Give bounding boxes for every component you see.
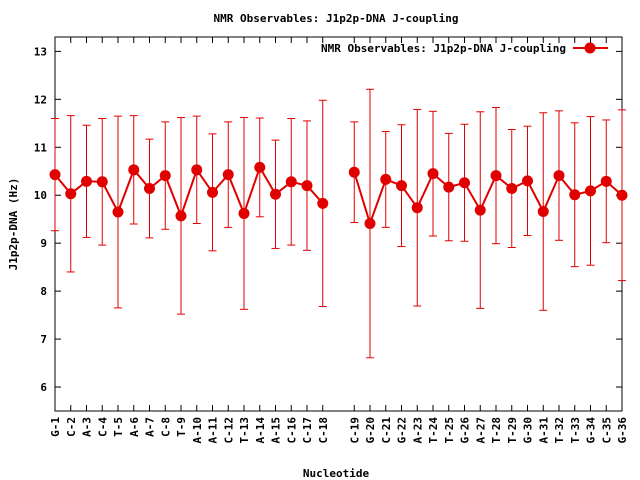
x-tick-label: T-13 (238, 417, 251, 444)
x-tick-label: T-32 (553, 417, 566, 444)
data-point (616, 189, 628, 201)
legend-label: NMR Observables: J1p2p-DNA J-coupling (321, 42, 566, 55)
x-tick-label: C-35 (600, 417, 613, 444)
x-tick-label: C-4 (96, 417, 109, 437)
y-tick-label: 7 (40, 333, 47, 346)
y-tick-label: 9 (40, 237, 47, 250)
x-tick-label: T-29 (506, 417, 519, 444)
y-tick-label: 13 (34, 45, 47, 58)
data-point (411, 202, 423, 214)
data-point (553, 170, 565, 182)
data-point (222, 169, 234, 181)
x-tick-label: G-20 (364, 417, 377, 444)
x-tick-label: A-3 (81, 417, 94, 437)
x-tick-label: G-1 (49, 417, 62, 437)
data-point (49, 169, 61, 181)
series-lines (54, 165, 623, 227)
data-point (506, 183, 518, 195)
x-tick-label: C-17 (301, 417, 314, 444)
data-point (144, 183, 155, 195)
x-tick-label: A-7 (144, 417, 157, 437)
x-tick-label: G-26 (459, 417, 472, 444)
data-point (96, 176, 108, 188)
x-tick-label: A-23 (411, 417, 424, 444)
x-tick-label: A-15 (270, 417, 283, 444)
x-tick-label: T-33 (569, 417, 582, 444)
y-tick-label: 12 (34, 93, 47, 106)
data-point (474, 204, 486, 216)
x-tick-label: T-24 (427, 417, 440, 444)
data-point (569, 189, 581, 201)
data-point (459, 177, 470, 189)
data-point (443, 181, 455, 193)
data-point (159, 170, 171, 182)
y-axis-label: J1p2p-DNA (Hz) (7, 178, 20, 271)
series-line-segment (54, 165, 324, 219)
data-point (301, 180, 313, 192)
x-tick-label: T-9 (175, 417, 188, 437)
x-tick-label: G-22 (396, 417, 409, 444)
x-tick-label: G-36 (616, 417, 629, 444)
data-point (191, 164, 203, 176)
x-tick-label: G-34 (585, 417, 598, 444)
x-tick-label: A-27 (474, 417, 487, 444)
x-tick-label: C-18 (317, 417, 330, 444)
x-tick-label: A-6 (128, 417, 141, 437)
plot-border (54, 36, 623, 412)
data-point (522, 175, 533, 187)
data-point (81, 175, 92, 187)
data-point (585, 185, 596, 197)
x-tick-label: T-28 (490, 417, 503, 444)
x-tick-label: A-10 (191, 417, 204, 444)
y-tick-label: 6 (40, 381, 47, 394)
x-tick-label: A-11 (207, 417, 220, 444)
x-tick-label: C-21 (380, 417, 393, 444)
data-point (270, 188, 281, 200)
x-tick-label: T-5 (112, 417, 125, 437)
y-axis: 6 7 8 9 10 11 12 13 (34, 45, 622, 394)
y-tick-label: 11 (34, 141, 48, 154)
data-point (317, 197, 329, 209)
data-point (600, 175, 612, 187)
data-point (175, 210, 187, 222)
data-point (380, 173, 392, 185)
data-point (490, 170, 502, 182)
x-tick-label: T-25 (443, 417, 456, 444)
x-tick-label: A-14 (254, 417, 267, 444)
data-point (254, 161, 266, 173)
legend: NMR Observables: J1p2p-DNA J-coupling (321, 42, 608, 55)
series-line-segment (353, 171, 623, 227)
x-axis-label: Nucleotide (303, 467, 370, 480)
legend-marker (584, 42, 596, 54)
y-tick-label: 10 (34, 189, 47, 202)
data-point (128, 164, 140, 176)
y-tick-label: 8 (40, 285, 47, 298)
x-tick-label: C-8 (159, 417, 172, 437)
data-point (112, 206, 124, 218)
error-bars (51, 88, 626, 359)
data-point (238, 207, 250, 219)
x-tick-label: C-12 (222, 417, 235, 444)
data-point (396, 180, 407, 192)
data-point (207, 186, 218, 198)
data-point (348, 166, 360, 178)
data-point (285, 176, 297, 188)
data-point (364, 218, 376, 230)
x-tick-label: A-31 (537, 417, 550, 444)
x-tick-label: C-16 (285, 417, 298, 444)
x-tick-label: C-19 (348, 417, 361, 444)
x-tick-label: C-2 (65, 417, 78, 437)
data-points (49, 161, 628, 230)
x-axis: G-1 C-2 A-3 C-4 T-5 A-6 A-7 C-8 T-9 A-10 A-11 C-12 T… (49, 37, 629, 444)
chart-title: NMR Observables: J1p2p-DNA J-coupling (213, 12, 458, 25)
data-point (65, 188, 77, 200)
data-point (537, 206, 549, 218)
x-tick-label: G-30 (522, 417, 535, 444)
data-point (427, 168, 439, 180)
